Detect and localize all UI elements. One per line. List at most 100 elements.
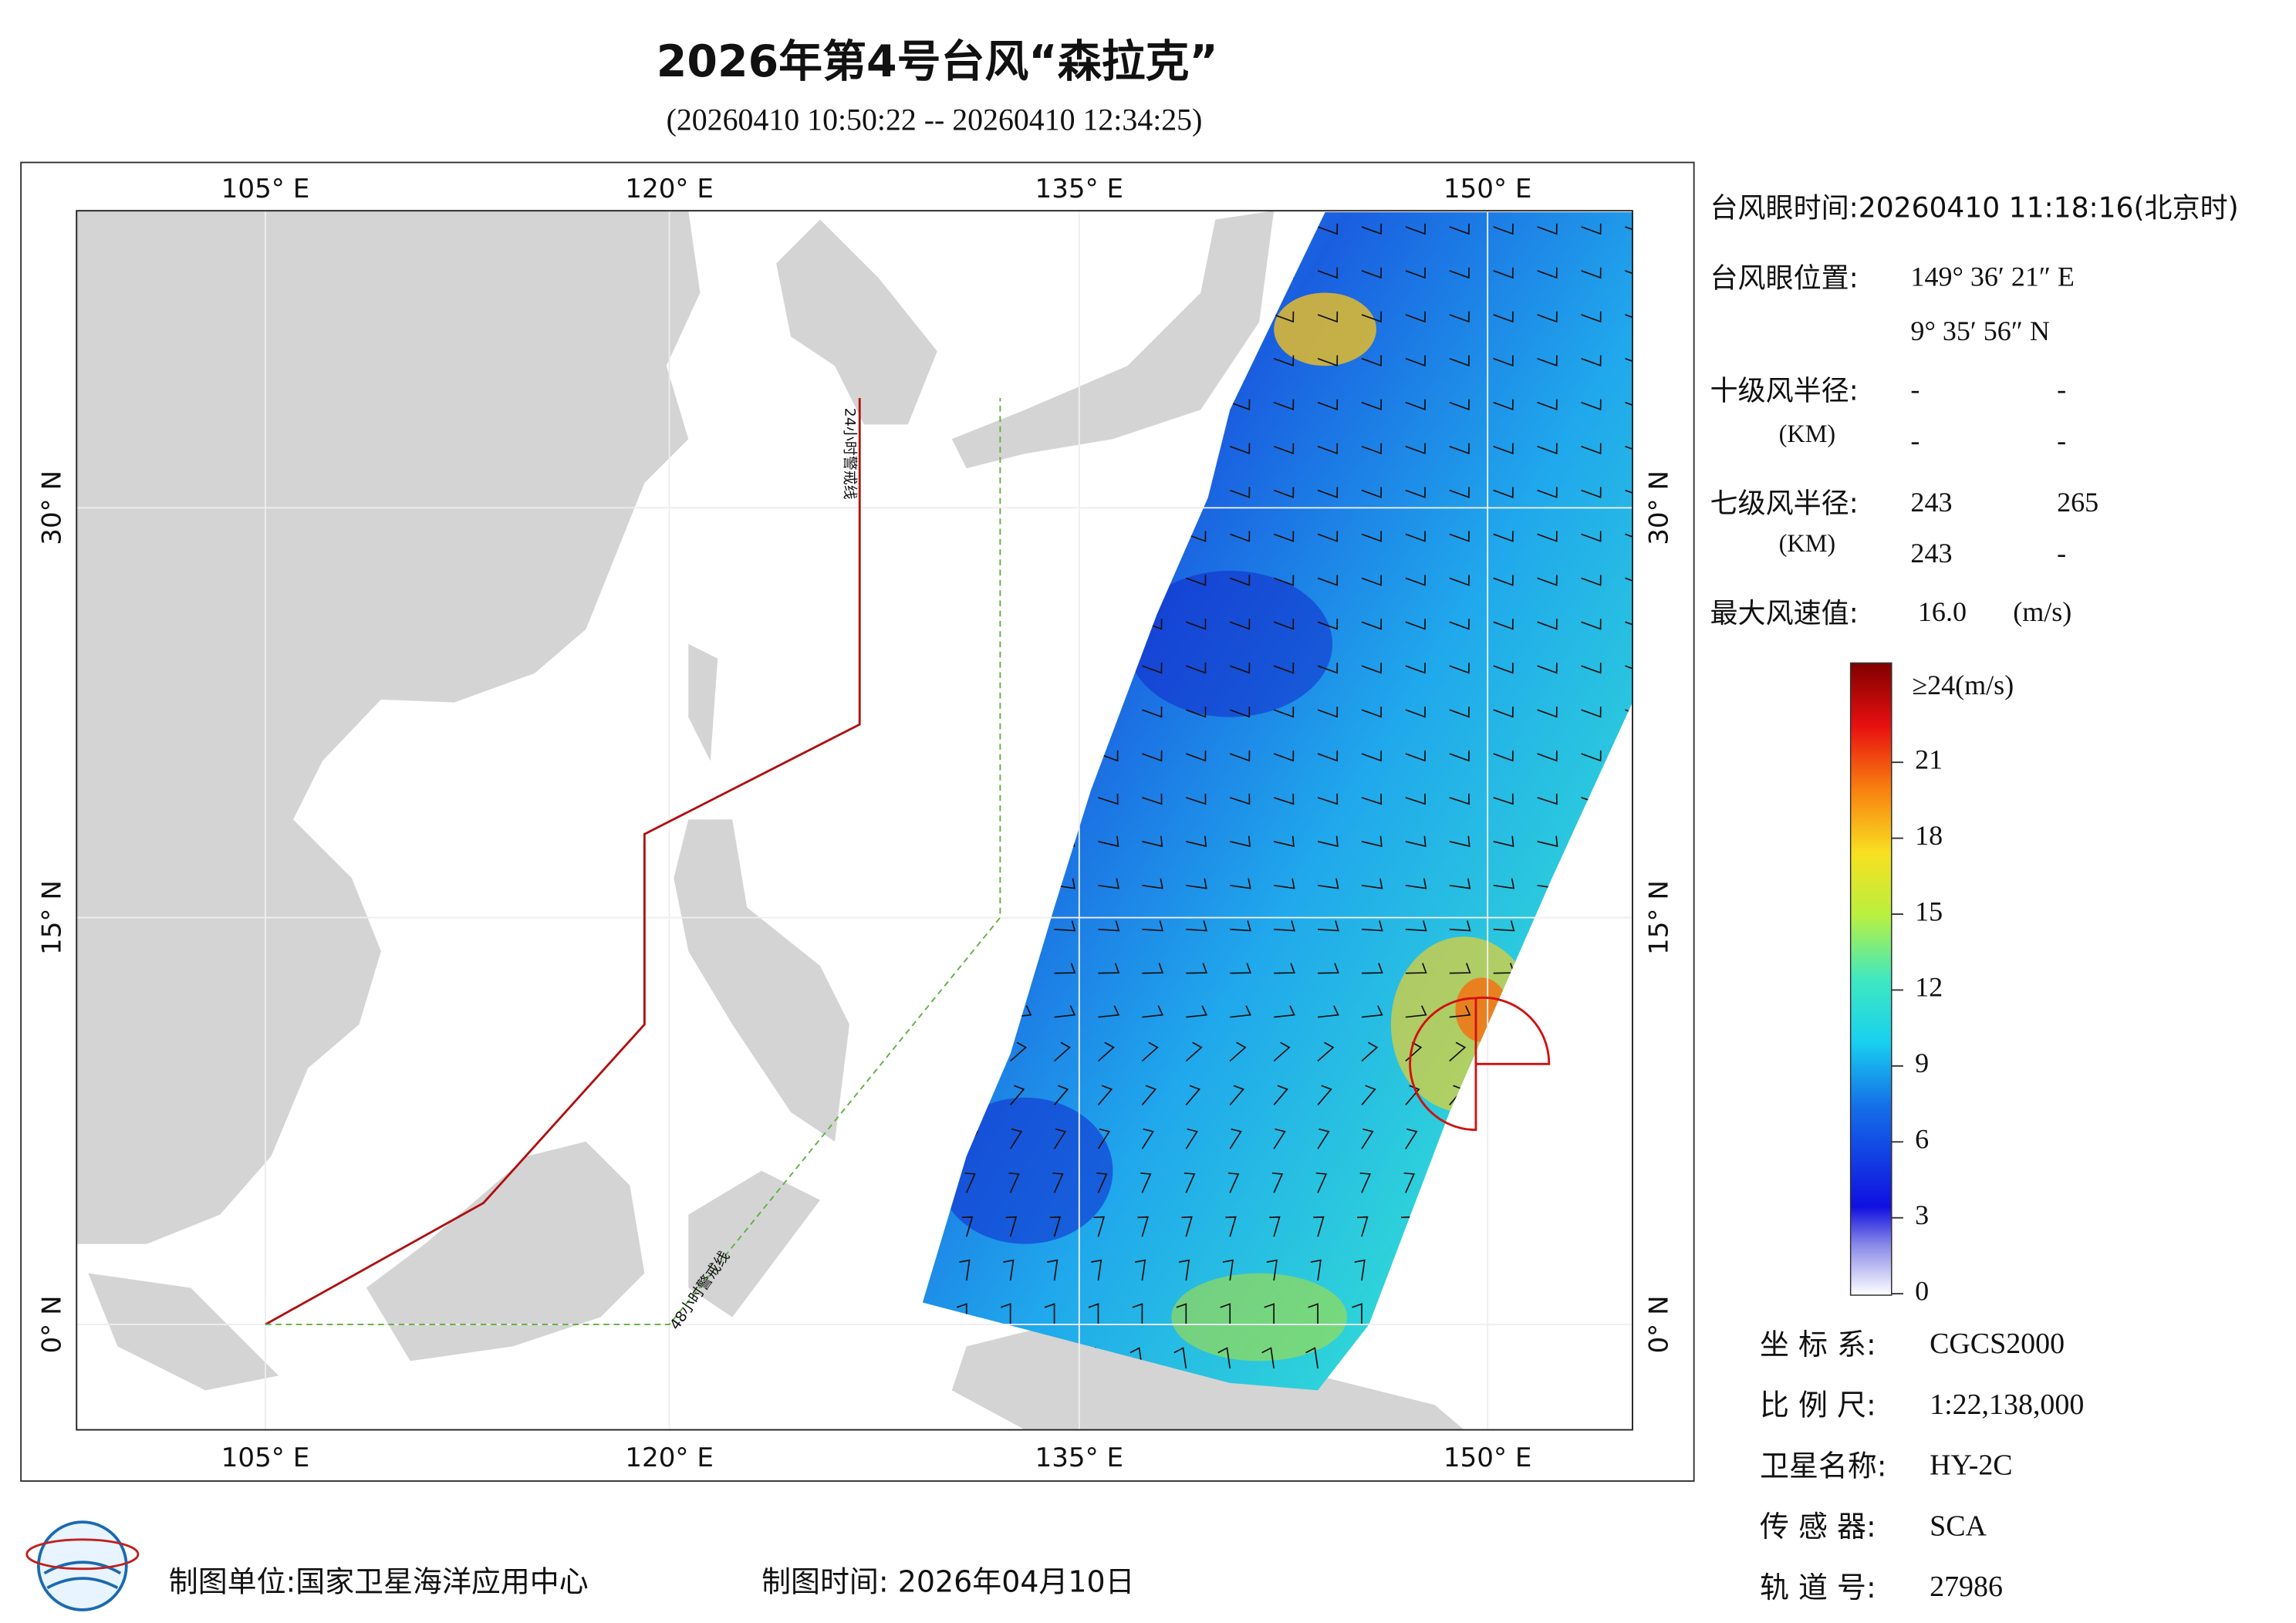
wind-barb [1537, 311, 1558, 323]
wind-barb [1229, 531, 1251, 542]
wind-barb [1054, 1005, 1076, 1018]
wind-barb [1273, 1085, 1288, 1105]
wind-barb [1317, 531, 1339, 542]
wind-barb [1361, 1005, 1383, 1018]
wind-barb [1493, 706, 1514, 718]
wind-barb [1537, 793, 1558, 805]
wind-barb [1178, 1259, 1190, 1281]
wind-barb [1229, 443, 1251, 454]
wind-barb [1142, 963, 1164, 974]
wind-barb [1003, 1259, 1015, 1281]
wind-barb [1581, 575, 1602, 586]
wind-barb [1625, 399, 1633, 411]
r7-value: 243 [1910, 487, 1952, 518]
wind-barb [1317, 706, 1339, 718]
wind-barb [1352, 1303, 1362, 1324]
wind-barb [1405, 531, 1426, 542]
wind-barb [1581, 487, 1602, 498]
wind-patch [1274, 292, 1376, 366]
wind-barb [1186, 575, 1207, 586]
wind-barb [1361, 531, 1383, 542]
logo [37, 1520, 128, 1611]
wind-barb [1141, 1085, 1157, 1105]
wind-barb [1225, 1216, 1237, 1237]
wind-barb [1493, 355, 1514, 367]
wind-barb [1317, 878, 1339, 889]
axis-labels: 105° E 105° E 120° E 120° E 135° E 135° E 150°… [36, 174, 1674, 1473]
meta-value: SCA [1930, 1510, 1987, 1542]
wind-barb [1317, 1005, 1339, 1018]
wind-barb [1229, 619, 1251, 630]
japan [951, 211, 1275, 469]
wind-barb [1230, 920, 1251, 932]
wind-barb [1264, 1303, 1275, 1324]
wind-barb [1405, 793, 1427, 805]
wind-barb [1405, 399, 1426, 411]
wind-barb [1405, 487, 1426, 498]
wind-barb [1054, 1041, 1071, 1062]
colorbar-tick-label: 9 [1915, 1048, 1929, 1078]
lat-label: 30° N [36, 471, 67, 545]
wind-barb [1273, 619, 1295, 630]
wind-barb [1186, 1005, 1207, 1018]
wind-barb [1361, 443, 1383, 454]
r10-unit: (KM) [1779, 420, 1835, 447]
max-wind-unit: (m/s) [2013, 596, 2071, 627]
wind-barb [1449, 399, 1470, 411]
wind-barb [1044, 1303, 1055, 1324]
wind-barb [1142, 1005, 1164, 1018]
wind-barb [1229, 399, 1251, 411]
wind-barb [1142, 878, 1163, 889]
borneo [366, 1141, 645, 1361]
wind-barb [1405, 706, 1426, 718]
wind-barb [1354, 1259, 1366, 1281]
wind-barb [1229, 487, 1251, 498]
wind-barb [1273, 706, 1295, 718]
lon-label: 120° E [625, 1442, 714, 1473]
wind-barb [1405, 223, 1426, 235]
colorbar-tick-label: 15 [1915, 896, 1943, 926]
wind-barb [1009, 1128, 1023, 1149]
wind-barb [1186, 619, 1207, 630]
wind-barb [1361, 963, 1383, 974]
wind-barb [1493, 575, 1514, 586]
wind-barb [1229, 1041, 1247, 1062]
sulawesi [688, 1170, 821, 1318]
wind-barb [1052, 1172, 1064, 1193]
wind-barb [1317, 1085, 1332, 1105]
wind-barb [1449, 487, 1470, 498]
wind-barb [1493, 663, 1514, 674]
wind-barb [1186, 963, 1208, 974]
wind-barb [1449, 311, 1470, 323]
wind-barb [1537, 706, 1558, 718]
wind-barb [1088, 1303, 1099, 1324]
wind-barb [1493, 619, 1514, 630]
wind-barb [1493, 835, 1514, 848]
wind-barb [1096, 1172, 1108, 1193]
wind-barb [1361, 1128, 1374, 1149]
wind-barb [1053, 1128, 1067, 1149]
wind-patch [1171, 1273, 1348, 1361]
wind-barb [1230, 878, 1251, 889]
wind-barb [1581, 706, 1602, 718]
wind-barb [1449, 1005, 1471, 1018]
meta-label: 轨 道 号: [1760, 1571, 1876, 1604]
wind-barb [1493, 920, 1515, 932]
meta-label: 比 例 尺: [1760, 1388, 1876, 1422]
wind-barb [1317, 223, 1339, 235]
lon-label: 120° E [625, 174, 714, 204]
wind-barb [1229, 1085, 1244, 1105]
meta-value: CGCS2000 [1930, 1328, 2065, 1360]
wind-barb [1173, 1347, 1187, 1369]
wind-barb [1317, 575, 1339, 586]
wind-barb [1625, 487, 1633, 498]
wind-barb [1361, 399, 1383, 411]
wind-barb [1361, 223, 1383, 235]
wind-barb [1097, 1085, 1113, 1105]
lon-label: 105° E [221, 1442, 310, 1473]
lat-label: 15° N [36, 880, 67, 955]
warning-label-24h: 24小时警戒线 [841, 408, 858, 500]
wind-barb [1361, 878, 1383, 889]
wind-barb [1449, 835, 1470, 848]
wind-barb [1273, 487, 1295, 498]
